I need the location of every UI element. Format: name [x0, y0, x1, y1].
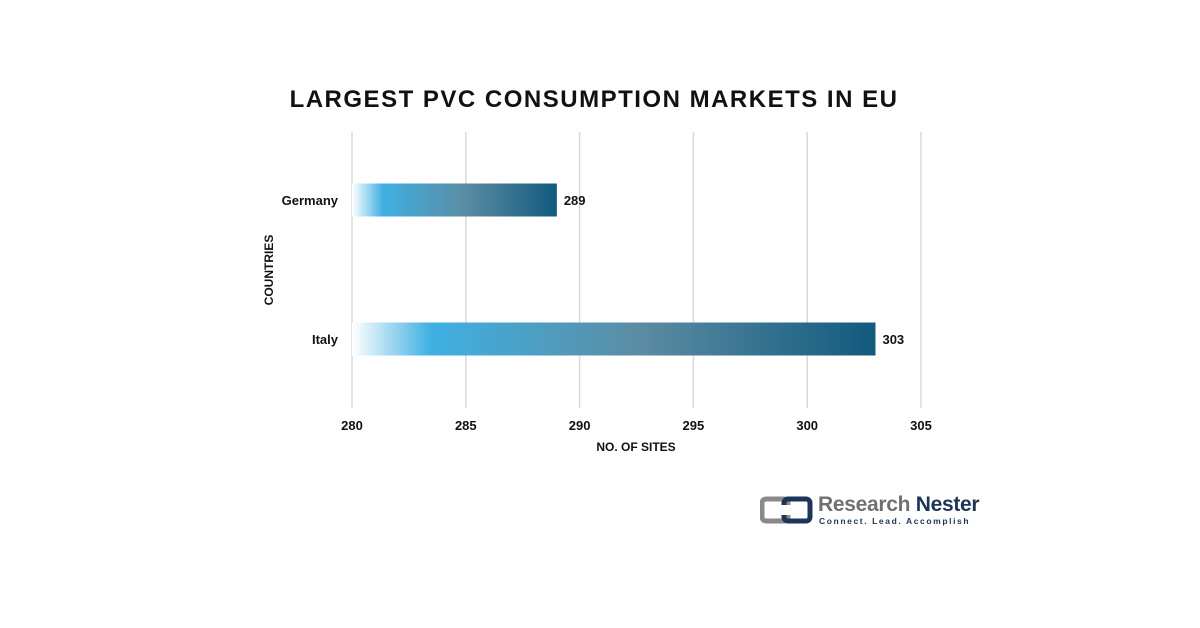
labels: 280 285 290 295 300 305 Germany 289 Italy 303 NO. … — [262, 193, 932, 454]
category-label: Germany — [282, 193, 339, 208]
x-axis-label: NO. OF SITES — [596, 440, 675, 454]
logo-tagline: Connect. Lead. Accomplish — [819, 516, 971, 526]
x-tick-label: 295 — [683, 418, 705, 433]
bar-germany — [352, 183, 557, 217]
x-tick-label: 280 — [341, 418, 363, 433]
category-label: Italy — [312, 332, 339, 347]
logo-name: Research Nester — [818, 493, 980, 517]
y-axis-label: COUNTRIES — [262, 235, 276, 306]
bars — [352, 183, 876, 356]
x-tick-label: 300 — [796, 418, 818, 433]
x-tick-label: 290 — [569, 418, 591, 433]
research-nester-logo: Research Nester Connect. Lead. Accomplis… — [760, 493, 980, 533]
data-label: 303 — [882, 332, 904, 347]
logo-name-part2: Nester — [915, 493, 980, 516]
logo-name-part1: Research — [818, 493, 911, 516]
gridlines — [351, 132, 922, 408]
bar-italy — [352, 322, 876, 356]
x-tick-label: 285 — [455, 418, 477, 433]
logo-mark-icon — [760, 496, 813, 524]
x-tick-label: 305 — [910, 418, 932, 433]
chart-title: LARGEST PVC CONSUMPTION MARKETS IN EU — [289, 86, 899, 113]
data-label: 289 — [564, 193, 586, 208]
